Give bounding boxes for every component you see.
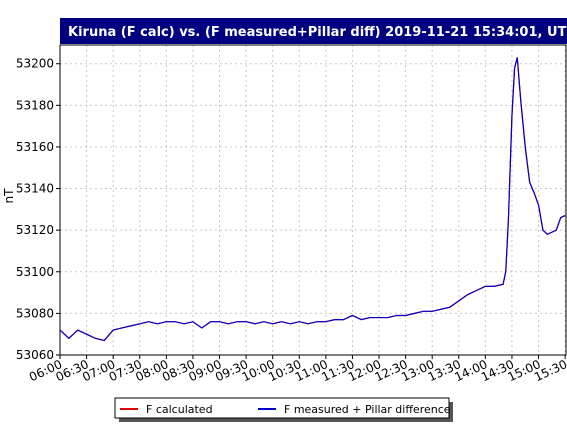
y-tick-label: 53060 <box>16 348 54 362</box>
plot-area <box>60 45 566 355</box>
y-tick-label: 53080 <box>16 306 54 320</box>
series-line <box>59 57 566 342</box>
plot-frame <box>59 44 567 356</box>
y-tick-label: 53100 <box>16 265 54 279</box>
chart-title: Kiruna (F calc) vs. (F measured+Pillar d… <box>68 25 567 40</box>
legend <box>114 397 450 419</box>
legend-label: F calculated <box>146 403 213 416</box>
y-tick-label: 53160 <box>16 140 54 154</box>
legend-label: F measured + Pillar difference <box>284 403 451 416</box>
y-axis-label: nT <box>2 188 16 204</box>
y-tick-label: 53180 <box>16 98 54 112</box>
y-tick-label: 53140 <box>16 182 54 196</box>
title-bar <box>60 18 567 44</box>
y-tick-label: 53200 <box>16 57 54 71</box>
y-tick-label: 53120 <box>16 223 54 237</box>
